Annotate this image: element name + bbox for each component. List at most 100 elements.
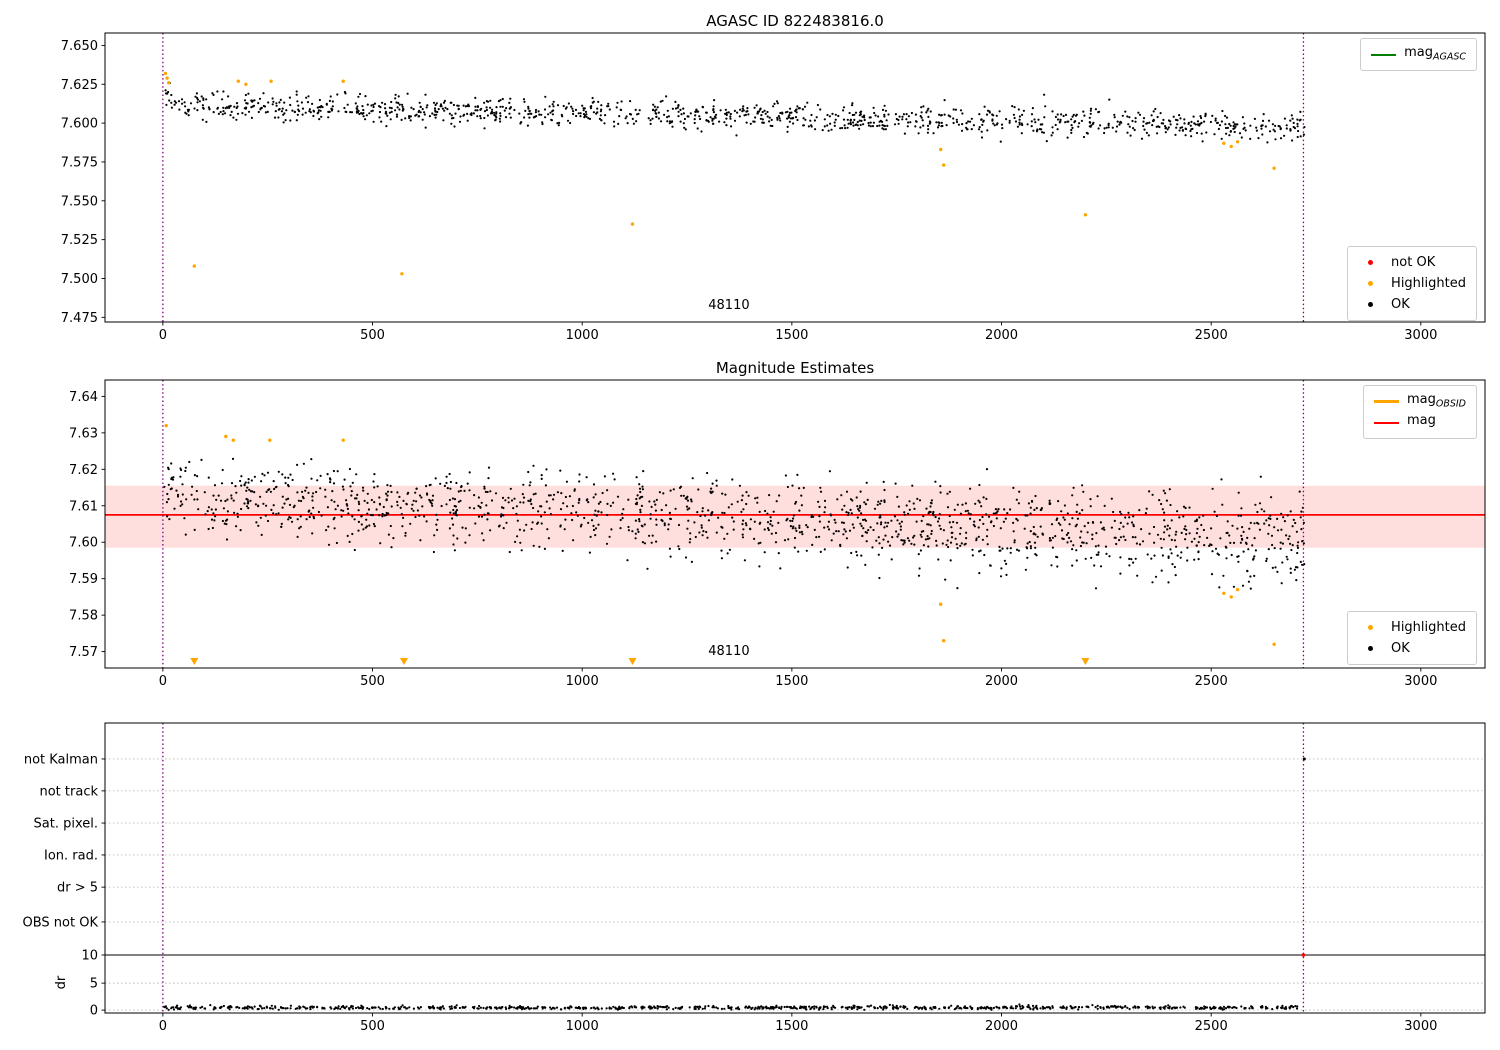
svg-text:2000: 2000: [985, 674, 1018, 689]
svg-text:7.625: 7.625: [61, 78, 98, 93]
svg-text:not track: not track: [39, 784, 98, 799]
legend-dot-sample-icon: [1358, 646, 1383, 651]
ok-points-0: [164, 81, 1306, 144]
legend-line-sample-icon: [1371, 53, 1397, 56]
legend-item-ok: OK: [1358, 638, 1466, 659]
legend-label: magOBSID: [1406, 391, 1466, 410]
svg-text:1500: 1500: [775, 328, 808, 343]
svg-text:1500: 1500: [775, 674, 808, 689]
svg-text:0: 0: [90, 1004, 98, 1019]
svg-text:0: 0: [159, 674, 167, 689]
svg-text:Sat. pixel.: Sat. pixel.: [34, 817, 98, 832]
svg-text:0: 0: [159, 1019, 167, 1034]
flag-point: [1302, 757, 1306, 761]
ok-points-1: [163, 457, 1306, 590]
legend-label: not OK: [1391, 255, 1436, 270]
red-dot-swatch-icon: [1368, 260, 1374, 265]
svg-text:7.575: 7.575: [61, 155, 98, 170]
obsid-annotation: 48110: [708, 298, 749, 313]
svg-text:3000: 3000: [1404, 674, 1437, 689]
svg-text:7.60: 7.60: [69, 536, 98, 551]
svg-text:7.550: 7.550: [61, 194, 98, 209]
dr-axis-label: dr: [54, 975, 69, 989]
svg-text:2500: 2500: [1195, 328, 1228, 343]
legend-item-mag-agasc: magAGASC: [1371, 44, 1466, 65]
svg-text:2000: 2000: [985, 1019, 1018, 1034]
highlighted-points-1: [164, 423, 1276, 646]
svg-text:3000: 3000: [1404, 1019, 1437, 1034]
svg-text:7.525: 7.525: [61, 233, 98, 248]
plot-1: 0 500 1000 1500 2000 2500 3000 7.64 7.63 7.62 7.61…: [69, 379, 1486, 689]
svg-text:dr > 5: dr > 5: [57, 881, 98, 896]
svg-text:Ion. rad.: Ion. rad.: [44, 848, 98, 863]
svg-text:5: 5: [90, 977, 98, 992]
dr-points: [163, 1003, 1299, 1011]
legend-line-sample-icon: [1373, 400, 1399, 403]
legend-mag-agasc: magAGASC: [1360, 38, 1477, 71]
legend-label: OK: [1391, 297, 1410, 312]
legend-dot-sample-icon: [1358, 260, 1383, 265]
orange-dot-swatch-icon: [1368, 281, 1374, 286]
legend-mag-lines: magOBSID mag: [1362, 385, 1477, 439]
svg-text:7.63: 7.63: [69, 426, 98, 441]
svg-text:7.500: 7.500: [61, 272, 98, 287]
clipped-triangle-marker: [190, 658, 199, 665]
legend-item-ok: OK: [1358, 294, 1466, 315]
green-line-swatch-icon: [1371, 53, 1397, 56]
legend-item-not-ok: not OK: [1358, 252, 1466, 273]
legend-item-mag: mag: [1373, 412, 1466, 433]
legend-label: Highlighted: [1391, 276, 1466, 291]
svg-text:3000: 3000: [1404, 328, 1437, 343]
svg-text:500: 500: [360, 1019, 385, 1034]
svg-text:7.475: 7.475: [61, 311, 98, 326]
not-ok-point: [1301, 953, 1306, 957]
chart-title-magnitude-estimates: Magnitude Estimates: [715, 359, 875, 377]
plot-2: 0 500 1000 1500 2000 2500 3000 not Kalman not tr…: [23, 722, 1486, 1034]
svg-text:7.61: 7.61: [69, 499, 98, 514]
clipped-triangle-marker: [1081, 658, 1090, 665]
legend-label: magAGASC: [1404, 44, 1466, 63]
svg-text:7.62: 7.62: [69, 463, 98, 478]
plot-0: 0 500 1000 1500 2000 2500 3000 7.650 7.625 7.600 7…: [61, 32, 1486, 343]
svg-text:500: 500: [360, 328, 385, 343]
legend-label: Highlighted: [1391, 620, 1466, 635]
legend-item-highlighted: Highlighted: [1358, 273, 1466, 294]
svg-text:1000: 1000: [566, 1019, 599, 1034]
black-dot-swatch-icon: [1368, 646, 1374, 651]
legend-item-highlighted: Highlighted: [1358, 617, 1466, 638]
legend-label: OK: [1391, 641, 1410, 656]
orange-dot-swatch-icon: [1368, 625, 1374, 630]
black-dot-swatch-icon: [1368, 302, 1374, 307]
legend-point-types-middle: Highlighted OK: [1347, 611, 1477, 665]
svg-text:7.59: 7.59: [69, 572, 98, 587]
svg-text:1500: 1500: [775, 1019, 808, 1034]
svg-text:7.58: 7.58: [69, 609, 98, 624]
chart-title-agasc-id: AGASC ID 822483816.0: [706, 12, 884, 30]
clipped-triangle-marker: [399, 658, 408, 665]
red-line-swatch-icon: [1373, 421, 1399, 424]
legend-dot-sample-icon: [1358, 302, 1383, 307]
svg-text:7.57: 7.57: [69, 645, 98, 660]
legend-dot-sample-icon: [1358, 281, 1383, 286]
svg-text:2500: 2500: [1195, 1019, 1228, 1034]
svg-text:1000: 1000: [566, 674, 599, 689]
legend-label: mag: [1406, 412, 1436, 428]
svg-text:7.650: 7.650: [61, 39, 98, 54]
svg-text:OBS not OK: OBS not OK: [23, 915, 99, 930]
svg-text:500: 500: [360, 674, 385, 689]
svg-text:2000: 2000: [985, 328, 1018, 343]
clipped-triangle-marker: [628, 658, 637, 665]
svg-text:not Kalman: not Kalman: [24, 752, 98, 767]
svg-text:10: 10: [81, 949, 98, 964]
svg-text:0: 0: [159, 328, 167, 343]
legend-point-types: not OK Highlighted OK: [1347, 246, 1477, 321]
legend-dot-sample-icon: [1358, 625, 1383, 630]
svg-text:7.600: 7.600: [61, 117, 98, 132]
orange-line-swatch-icon: [1373, 400, 1399, 403]
legend-item-mag-obsid: magOBSID: [1373, 391, 1466, 412]
svg-text:2500: 2500: [1195, 674, 1228, 689]
svg-text:7.64: 7.64: [69, 390, 98, 405]
highlighted-points-0: [163, 71, 1276, 276]
